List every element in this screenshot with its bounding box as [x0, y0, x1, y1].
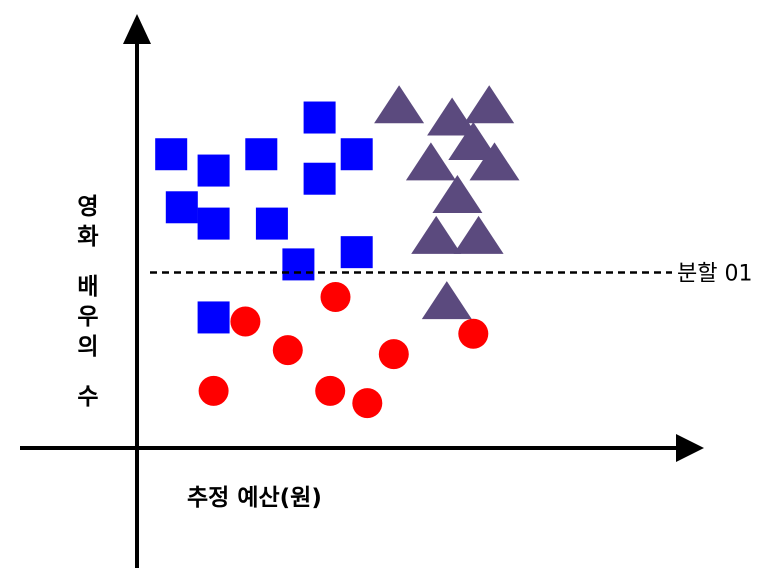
square-point [340, 138, 373, 171]
y-axis-label-char: 화 [77, 224, 98, 250]
circle-point [272, 335, 303, 366]
square-point [155, 138, 188, 171]
x-axis-label: 추정 예산(원) [187, 485, 322, 511]
square-point [165, 191, 198, 224]
square-point [197, 301, 230, 334]
square-point [303, 101, 336, 134]
split-line-label: 분할 01 [677, 262, 752, 287]
y-axis-label-char: 배 [77, 274, 98, 300]
y-axis-label-char: 수 [77, 384, 98, 410]
square-point [197, 207, 230, 240]
triangle-point [427, 97, 478, 136]
triangle-point [374, 85, 425, 124]
triangle-point [453, 215, 504, 254]
chart-marks [155, 85, 520, 419]
square-point [245, 138, 278, 171]
triangle-point [411, 215, 462, 254]
circle-point [230, 306, 261, 337]
circle-point [320, 282, 351, 313]
square-point [303, 162, 336, 195]
y-axis-label-char: 우 [77, 304, 98, 330]
y-axis-arrow [123, 14, 151, 44]
x-axis-arrow [676, 434, 704, 462]
square-point [197, 154, 230, 187]
circle-point [352, 388, 383, 419]
triangle-point [405, 142, 456, 181]
triangle-point [421, 281, 472, 320]
square-point [340, 236, 373, 269]
triangle-point [464, 85, 515, 124]
y-axis-label-char: 의 [77, 334, 98, 360]
y-axis-label-char: 영 [77, 194, 98, 220]
circle-point [378, 339, 409, 370]
circle-point [458, 318, 489, 349]
circle-point [198, 375, 229, 406]
circle-point [315, 375, 346, 406]
triangle-point [432, 175, 483, 214]
square-point [282, 248, 315, 281]
square-point [255, 207, 288, 240]
triangle-point [469, 142, 520, 181]
triangle-point [448, 122, 499, 160]
